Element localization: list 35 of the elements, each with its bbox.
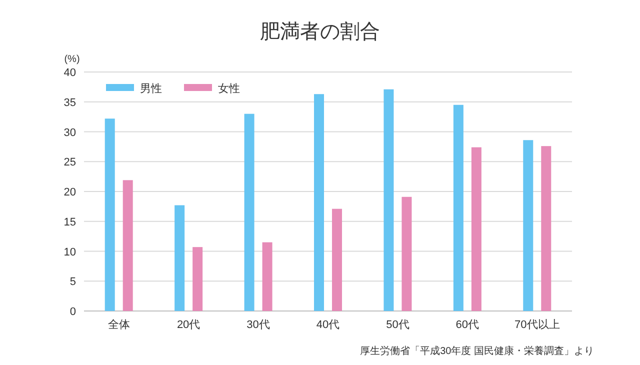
x-tick-label: 全体 [108, 319, 130, 331]
x-tick-label: 60代 [456, 319, 480, 331]
x-tick-label: 20代 [176, 319, 200, 331]
bar [523, 140, 534, 311]
y-axis-title: (%) [64, 54, 80, 65]
bar [332, 208, 342, 311]
y-tick-label: 10 [64, 246, 76, 258]
bar [471, 147, 482, 311]
bar [402, 196, 412, 311]
y-tick-label: 25 [64, 156, 76, 169]
x-tick-label: 40代 [316, 319, 340, 331]
bar [453, 104, 464, 311]
bar [541, 146, 552, 311]
legend-label: 男性 [140, 83, 162, 95]
bar [384, 89, 394, 311]
y-tick-label: 30 [64, 126, 76, 139]
x-tick-label: 70代以上 [514, 318, 560, 331]
bar [262, 242, 272, 311]
y-tick-label: 40 [64, 67, 76, 79]
bar [174, 205, 185, 311]
bar [314, 94, 324, 311]
y-tick-label: 0 [70, 306, 76, 318]
text: 厚生労働省「平成30年度 国民健康・栄養調査」より [360, 345, 594, 357]
x-tick-label: 30代 [246, 319, 270, 331]
bar [244, 114, 254, 311]
y-tick-label: 15 [64, 216, 76, 228]
x-tick-label: 50代 [386, 319, 410, 331]
y-tick-label: 5 [70, 276, 76, 288]
chart-title: 肥満者の割合 [260, 21, 380, 43]
bar [122, 180, 133, 311]
bar [104, 118, 115, 311]
y-tick-label: 20 [64, 186, 76, 198]
legend-label: 女性 [218, 83, 240, 95]
bar [192, 247, 203, 311]
y-tick-label: 35 [64, 96, 76, 109]
